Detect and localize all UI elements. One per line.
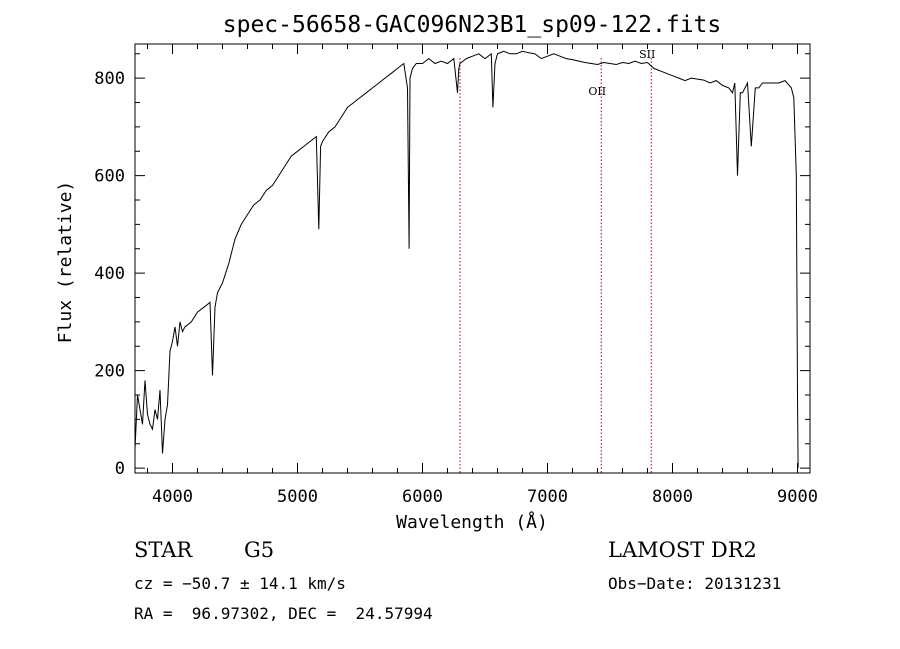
- chart-title: spec-56658-GAC096N23B1_sp09-122.fits: [223, 12, 722, 38]
- plot-area: [134, 43, 811, 474]
- spectral-line-label: SII: [639, 48, 655, 61]
- x-tick-label: 8000: [652, 487, 693, 507]
- x-axis-label: Wavelength (Å): [396, 511, 548, 533]
- y-tick-label: 400: [94, 264, 125, 284]
- survey-name: LAMOST DR2: [608, 538, 757, 562]
- observation-date: Obs−Date: 20131231: [608, 574, 782, 593]
- spectral-line-label: OII: [588, 85, 606, 98]
- y-tick-label: 0: [115, 459, 125, 479]
- redshift-velocity: cz = −50.7 ± 14.1 km/s: [134, 574, 346, 593]
- y-tick-label: 600: [94, 167, 125, 187]
- x-tick-label: 9000: [777, 487, 818, 507]
- plot-frame: [134, 43, 811, 474]
- x-tick-label: 4000: [152, 487, 193, 507]
- object-subclass: G5: [244, 538, 275, 562]
- x-tick-label: 6000: [402, 487, 443, 507]
- object-class: STAR: [134, 538, 193, 562]
- coordinates: RA = 96.97302, DEC = 24.57994: [134, 604, 433, 623]
- x-tick-label: 7000: [527, 487, 568, 507]
- x-tick-label: 5000: [277, 487, 318, 507]
- y-tick-label: 800: [94, 69, 125, 89]
- spectrum-line: [134, 50, 799, 469]
- y-axis-label: Flux (relative): [55, 181, 76, 344]
- y-tick-label: 200: [94, 362, 125, 382]
